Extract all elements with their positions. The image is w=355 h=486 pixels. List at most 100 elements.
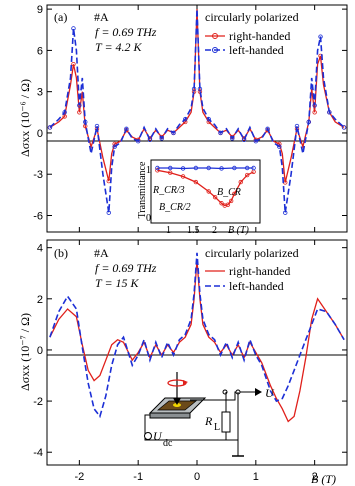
- label-u: U: [265, 386, 275, 400]
- series-right-handed-point: [71, 61, 76, 67]
- panel-a-legend-left: left-handed: [205, 43, 284, 57]
- panel-a-temperature: T = 4.2 K: [95, 40, 143, 54]
- ytick-label: 0: [37, 128, 43, 140]
- series-left-handed-point: [159, 136, 164, 141]
- inset-red-point: [225, 202, 231, 207]
- inset-red-point: [212, 194, 218, 200]
- series-left-handed-point: [318, 34, 323, 39]
- panel-a-legend-title: circularly polarized: [205, 10, 299, 24]
- series-left-handed-point: [191, 86, 197, 92]
- series-left-handed-point: [253, 138, 259, 144]
- series-left-handed-point: [171, 130, 176, 136]
- inset-blue-point: [193, 165, 199, 171]
- schematic: U U dc R L: [144, 372, 275, 457]
- series-left-handed-point: [206, 116, 211, 122]
- series-left-handed-point: [341, 125, 347, 130]
- panel-b: -4 -2 0 2 4 -2 -1 0 1 2 (b) #A f = 0.69 THz T = …: [18, 239, 348, 486]
- inset-red-point: [244, 172, 250, 178]
- xtick-label: 0: [194, 471, 200, 483]
- inset-blue-point: [219, 166, 224, 171]
- inset-red-point: [193, 179, 199, 185]
- panel-b-legend-title: circularly polarized: [205, 246, 299, 260]
- inset-label-rcr3: R_CR/3: [152, 185, 185, 196]
- panel-b-frequency: f = 0.69 THz: [95, 261, 157, 275]
- panel-b-legend-left-label: left-handed: [229, 279, 284, 293]
- ytick-label: -2: [33, 396, 43, 408]
- panel-b-sample: #A: [94, 246, 109, 260]
- ytick-label: -6: [33, 210, 43, 222]
- inset-red-point: [180, 174, 186, 179]
- series-left-handed-point: [135, 138, 141, 144]
- ytick-label: 4: [37, 243, 43, 255]
- inset-ytick-0: 0: [146, 213, 151, 224]
- panel-b-ylabel: Δσxx (10⁻⁷ / Ω): [18, 313, 32, 391]
- sample-chip-side: [149, 412, 191, 419]
- inset-xtick-2: 2: [212, 225, 217, 236]
- thz-beam-arrowhead: [173, 398, 181, 405]
- inset-red-point: [238, 179, 243, 185]
- inset-blue-point: [251, 165, 256, 171]
- series-left-handed-point: [294, 123, 300, 129]
- xtick-label: -2: [74, 471, 84, 483]
- ytick-label: 3: [37, 87, 43, 99]
- panel-a-legend-right-label: right-handed: [229, 29, 290, 43]
- series-left-handed-point: [71, 26, 76, 31]
- series-left-handed-point: [327, 110, 332, 115]
- series-right-handed-point: [241, 136, 247, 141]
- panel-b-temperature: T = 15 K: [95, 276, 140, 290]
- inset-blue-point: [168, 165, 173, 171]
- panel-b-frame: [46, 239, 348, 466]
- series-left-handed-point: [218, 130, 223, 136]
- series-right-handed-point: [62, 114, 67, 119]
- ytick-label: -4: [33, 447, 43, 459]
- inset-blue-point: [244, 165, 250, 171]
- inset-blue-point: [180, 166, 186, 171]
- series-left-handed-point: [77, 103, 82, 108]
- inset-red-point: [206, 189, 211, 194]
- label-udc-sub: dc: [163, 438, 173, 449]
- series-right-handed-point: [147, 136, 153, 141]
- series-left-handed-point: [112, 144, 117, 149]
- inset-blue-point: [206, 165, 211, 171]
- inset-xtick-1: 1: [166, 225, 171, 236]
- inset-red-point: [232, 191, 237, 197]
- xtick-label: 1: [253, 471, 259, 483]
- inset-red-point: [219, 201, 224, 206]
- series-left-handed-point: [306, 119, 311, 125]
- ytick-label: 0: [37, 345, 43, 357]
- series-right-handed-point: [77, 110, 82, 115]
- inset-ylabel: Transmittance: [137, 161, 148, 218]
- label-rl: R: [204, 414, 213, 428]
- panel-a-legend-left-label: left-handed: [229, 43, 284, 57]
- series-left-handed-point: [62, 110, 67, 115]
- dc-source-icon: [144, 432, 152, 440]
- panel-a-frequency: f = 0.69 THz: [95, 25, 157, 39]
- wire-left: [144, 414, 160, 441]
- inset-label-bcr: B_CR: [217, 187, 241, 198]
- series-left-handed-point: [94, 123, 100, 129]
- series-left-handed-point: [83, 119, 88, 125]
- series-left-handed-point: [241, 137, 247, 143]
- panel-b-tag: (b): [54, 246, 68, 260]
- series-right-handed-point: [312, 110, 317, 115]
- panel-a-tag: (a): [54, 10, 67, 24]
- ytick-label: 2: [37, 294, 43, 306]
- polarization-arrowhead-icon: [183, 380, 188, 385]
- ytick-label: 9: [37, 4, 43, 16]
- label-rl-sub: L: [214, 422, 220, 433]
- inset-red-point: [228, 198, 234, 204]
- series-left-handed-point: [265, 126, 270, 132]
- panel-a-sample: #A: [94, 10, 109, 24]
- series-left-handed-point: [106, 210, 111, 215]
- inset-frame: [150, 159, 261, 224]
- panel-a-legend-right: right-handed: [205, 29, 290, 43]
- series-left-handed-point: [230, 136, 235, 141]
- series-left-handed-point: [283, 210, 288, 215]
- inset-red-point: [168, 170, 173, 175]
- series-left-handed-line: [49, 252, 345, 419]
- series-left-handed-point: [147, 137, 153, 143]
- inset-blue-point: [155, 165, 160, 171]
- xtick-label: 2: [312, 471, 318, 483]
- panel-b-legend-right-label: right-handed: [229, 264, 290, 278]
